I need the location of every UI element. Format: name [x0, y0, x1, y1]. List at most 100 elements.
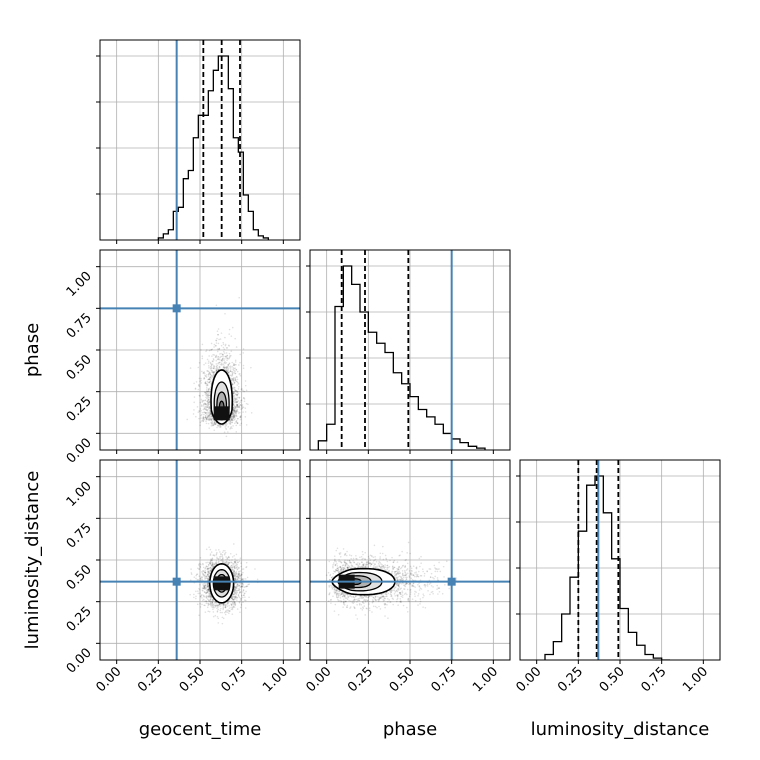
sample-point	[246, 585, 249, 588]
sample-point	[236, 578, 238, 580]
sample-point	[226, 558, 229, 561]
sample-point	[432, 586, 434, 588]
sample-point	[217, 355, 220, 358]
sample-point	[245, 561, 248, 564]
sample-point	[405, 578, 408, 580]
x-tick-label: 0.75	[218, 664, 249, 695]
sample-point	[222, 561, 224, 564]
sample-point	[231, 418, 234, 421]
sample-point	[336, 567, 338, 570]
sample-point	[211, 562, 214, 564]
sample-point	[205, 591, 208, 594]
sample-point	[239, 577, 242, 579]
sample-point	[210, 365, 213, 367]
histogram-phase	[317, 265, 486, 450]
sample-point	[227, 563, 229, 566]
sample-point	[203, 372, 206, 375]
sample-point	[226, 370, 229, 373]
sample-point	[213, 419, 216, 422]
sample-point	[235, 401, 237, 404]
sample-point	[205, 384, 208, 387]
sample-point	[208, 419, 210, 421]
sample-point	[199, 408, 202, 410]
sample-point	[205, 412, 207, 414]
sample-point	[238, 575, 240, 577]
sample-point	[231, 597, 233, 599]
sample-point	[201, 587, 204, 589]
sample-point	[381, 565, 383, 568]
sample-point	[235, 412, 237, 415]
sample-point	[204, 403, 207, 405]
sample-point	[233, 364, 236, 366]
sample-point	[235, 592, 238, 594]
sample-point	[206, 370, 208, 372]
panel-content	[520, 460, 720, 660]
sample-point	[237, 574, 239, 577]
sample-point	[239, 404, 242, 406]
sample-point	[215, 560, 218, 562]
sample-point	[234, 411, 237, 413]
sample-point	[218, 604, 220, 607]
sample-point	[209, 554, 212, 556]
sample-point	[216, 426, 218, 429]
sample-point	[238, 570, 240, 573]
sample-point	[228, 374, 231, 377]
sample-point	[234, 398, 237, 401]
sample-point	[224, 561, 226, 564]
sample-point	[196, 578, 199, 581]
sample-point	[216, 330, 219, 332]
density-core	[213, 406, 230, 421]
sample-point	[219, 605, 222, 607]
sample-point	[210, 564, 213, 567]
sample-point	[209, 603, 212, 606]
sample-point	[239, 418, 242, 421]
sample-point	[231, 603, 233, 606]
sample-point	[233, 574, 236, 576]
sample-point	[193, 593, 195, 596]
sample-point	[212, 565, 215, 568]
sample-point	[206, 568, 209, 571]
sample-point	[203, 391, 206, 394]
sample-point	[202, 585, 205, 588]
sample-point	[211, 606, 213, 608]
sample-point	[217, 425, 219, 427]
sample-point	[242, 591, 244, 593]
sample-point	[208, 381, 210, 384]
sample-point	[224, 312, 226, 315]
sample-point	[239, 416, 242, 419]
sample-point	[394, 570, 397, 573]
sample-point	[193, 396, 196, 398]
sample-point	[206, 358, 209, 361]
sample-point	[233, 388, 236, 391]
sample-point	[240, 399, 242, 402]
sample-point	[244, 592, 246, 594]
sample-point	[406, 610, 409, 613]
sample-point	[197, 590, 199, 592]
sample-point	[379, 561, 381, 564]
sample-point	[219, 557, 221, 560]
sample-point	[239, 403, 242, 406]
sample-point	[234, 418, 236, 420]
sample-point	[212, 353, 214, 356]
sample-point	[212, 563, 214, 565]
sample-point	[228, 562, 230, 564]
sample-point	[203, 377, 205, 379]
y-tick-label: 1.00	[64, 269, 95, 300]
sample-point	[228, 345, 230, 347]
sample-point	[217, 608, 219, 611]
sample-point	[221, 353, 224, 356]
sample-point	[356, 563, 358, 565]
sample-point	[369, 554, 372, 557]
sample-point	[210, 349, 212, 351]
sample-point	[238, 296, 240, 299]
sample-point	[227, 369, 230, 372]
sample-point	[208, 378, 210, 381]
sample-point	[204, 382, 207, 384]
sample-point	[340, 567, 343, 570]
sample-point	[241, 388, 243, 390]
sample-point	[210, 551, 213, 553]
sample-point	[234, 596, 237, 599]
sample-point	[239, 401, 242, 403]
sample-point	[233, 409, 236, 412]
sample-point	[211, 363, 214, 366]
